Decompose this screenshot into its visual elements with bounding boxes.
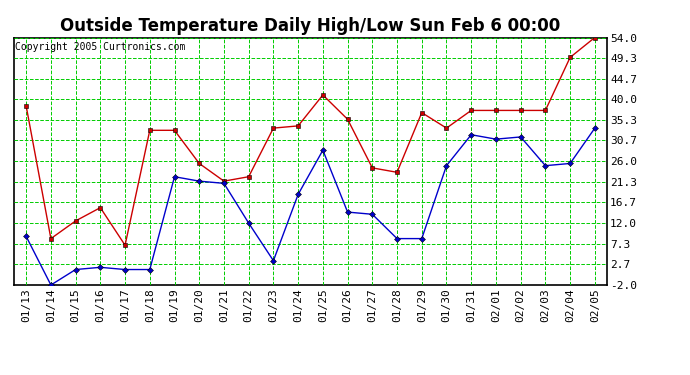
Title: Outside Temperature Daily High/Low Sun Feb 6 00:00: Outside Temperature Daily High/Low Sun F… [61, 16, 560, 34]
Text: Copyright 2005 Curtronics.com: Copyright 2005 Curtronics.com [15, 42, 186, 52]
